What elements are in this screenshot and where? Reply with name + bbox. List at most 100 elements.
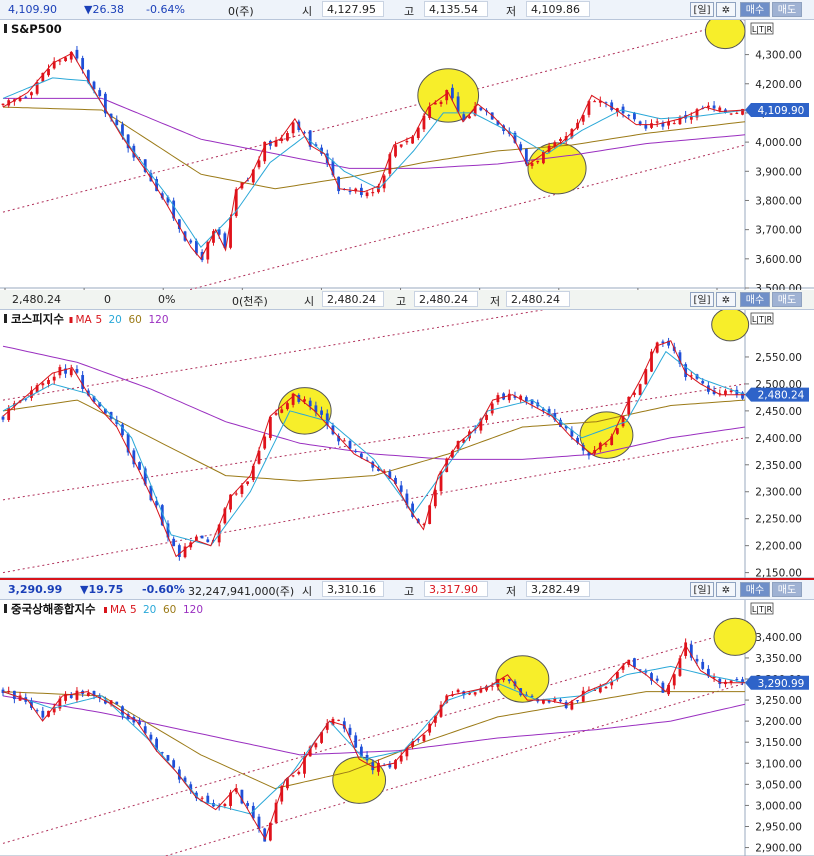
legend-item: MA xyxy=(76,314,93,326)
candle-body xyxy=(121,124,124,136)
candle-body xyxy=(712,676,716,679)
candle-body xyxy=(172,760,176,768)
candle-body xyxy=(621,665,625,670)
candle-body xyxy=(638,384,642,396)
candle-body xyxy=(75,690,79,700)
candle-body xyxy=(695,374,699,379)
chart-title: 중국상해종합지수 xyxy=(11,602,96,616)
candle-body xyxy=(633,112,636,120)
candle-body xyxy=(240,485,244,494)
sell-button[interactable]: 매도 xyxy=(772,292,802,307)
candle-body xyxy=(598,100,602,103)
candle-body xyxy=(405,493,409,506)
candle-body xyxy=(365,459,369,461)
panel-shanghai: 3,290.99 ▼19.75 -0.60% 32,247,941,000(주)… xyxy=(0,578,814,856)
candle-body xyxy=(559,699,562,702)
candle-body xyxy=(92,396,96,403)
candle-body xyxy=(229,792,232,806)
candle-body xyxy=(177,545,181,557)
y-tick-label: 2,300.00 xyxy=(755,487,802,499)
candle-body xyxy=(741,108,744,115)
sell-button[interactable]: 매도 xyxy=(772,2,802,17)
candle-body xyxy=(490,685,494,687)
y-tick-label: 3,700.00 xyxy=(755,225,802,237)
candle-body xyxy=(274,802,278,823)
candle-body xyxy=(655,342,659,353)
candle-body xyxy=(64,57,67,62)
candle-body xyxy=(206,539,210,543)
candle-body xyxy=(735,679,739,681)
candle-body xyxy=(388,763,392,768)
candle-body xyxy=(627,659,631,665)
gear-icon[interactable]: ✲ xyxy=(716,582,736,597)
candle-body xyxy=(1,689,5,694)
candle-body xyxy=(1,416,5,420)
candle-body xyxy=(655,678,659,681)
candle-body xyxy=(621,415,625,427)
candle-body xyxy=(86,390,90,396)
candle-body xyxy=(132,450,136,465)
legend-marker xyxy=(69,317,73,323)
candle-body xyxy=(348,727,352,735)
candle-body xyxy=(553,412,557,420)
candle-body xyxy=(121,424,124,436)
y-tick-label: 2,550.00 xyxy=(755,352,802,364)
candle-body xyxy=(627,115,631,117)
candle-body xyxy=(47,68,50,76)
candle-body xyxy=(268,416,272,438)
candle-body xyxy=(212,231,215,243)
candle-body xyxy=(52,706,56,713)
period-button[interactable]: [일] xyxy=(690,292,714,307)
candle-body xyxy=(524,397,528,402)
candle-body xyxy=(177,219,181,230)
candle-body xyxy=(30,700,33,708)
candle-body xyxy=(166,523,170,538)
y-tick-label: 3,150.00 xyxy=(755,737,802,749)
candle-body xyxy=(513,395,517,398)
candle-body xyxy=(69,695,73,699)
candle-body xyxy=(507,393,511,401)
candle-body xyxy=(325,413,329,426)
ltr-tag-box xyxy=(750,602,774,615)
candle-body xyxy=(172,200,176,219)
candle-body xyxy=(604,443,608,445)
candle-body xyxy=(263,141,267,162)
buy-button[interactable]: 매수 xyxy=(740,582,770,597)
trend-line xyxy=(163,682,746,856)
low-value: 2,480.24 xyxy=(506,291,570,307)
ma-120-line xyxy=(2,345,746,460)
sell-button[interactable]: 매도 xyxy=(772,582,802,597)
candle-body xyxy=(513,132,517,143)
period-button[interactable]: [일] xyxy=(690,2,714,17)
candle-body xyxy=(468,116,471,119)
candle-body xyxy=(615,671,619,680)
candle-body xyxy=(160,505,164,526)
candle-body xyxy=(30,390,33,398)
low-label: 저 xyxy=(506,585,517,598)
buy-button[interactable]: 매수 xyxy=(740,2,770,17)
period-button[interactable]: [일] xyxy=(690,582,714,597)
change-pct: 0% xyxy=(158,293,176,306)
candle-body xyxy=(547,700,551,703)
quote-header: 4,109.90 ▼26.38 -0.64% 0(주) 시 4,127.95 고… xyxy=(0,0,814,20)
candle-body xyxy=(712,105,716,109)
candle-body xyxy=(24,96,28,98)
candle-body xyxy=(229,494,232,510)
price: 4,109.90 xyxy=(8,3,57,16)
ma-60-line xyxy=(2,691,745,790)
candle-body xyxy=(678,116,682,125)
candle-body xyxy=(320,732,323,743)
candle-body xyxy=(701,661,705,669)
candle-body xyxy=(593,689,597,691)
ma-5-line xyxy=(2,644,745,841)
buy-button[interactable]: 매수 xyxy=(740,292,770,307)
candle-body xyxy=(377,186,380,193)
candle-body xyxy=(263,436,267,449)
candle-body xyxy=(502,125,506,131)
candle-body xyxy=(712,390,716,394)
gear-icon[interactable]: ✲ xyxy=(716,292,736,307)
candle-body xyxy=(257,816,261,829)
low-value: 3,282.49 xyxy=(526,581,590,597)
candle-body xyxy=(479,418,483,431)
gear-icon[interactable]: ✲ xyxy=(716,2,736,17)
